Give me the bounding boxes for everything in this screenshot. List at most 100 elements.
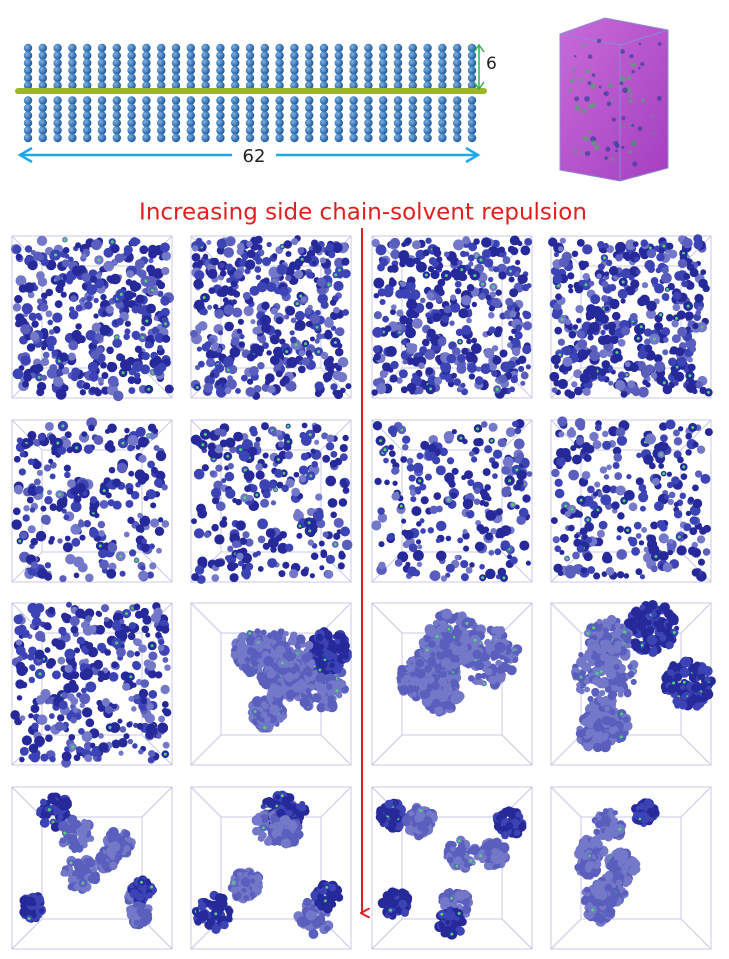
side-chain-bead — [408, 73, 417, 83]
bead — [408, 474, 416, 482]
bead — [495, 508, 504, 516]
bead — [265, 528, 276, 538]
side-chain-bead — [290, 66, 299, 75]
bead — [584, 522, 595, 532]
bead — [223, 356, 234, 368]
side-chain-bead — [23, 58, 33, 68]
cube-speck — [611, 157, 615, 161]
bead — [483, 501, 490, 507]
bead — [643, 454, 654, 465]
bead — [558, 431, 565, 438]
bead — [266, 241, 272, 248]
backbone-bead — [38, 672, 42, 676]
bead — [345, 383, 352, 390]
bead — [526, 283, 532, 289]
bead — [454, 280, 462, 288]
bead — [505, 427, 516, 438]
bead — [30, 537, 39, 546]
bead — [44, 647, 51, 654]
bead — [87, 646, 99, 658]
bead — [236, 328, 243, 334]
bead — [93, 435, 104, 446]
bead — [140, 543, 150, 553]
bead — [270, 546, 277, 553]
bead — [512, 375, 518, 381]
bead — [329, 662, 335, 669]
side-chain-bead — [275, 126, 284, 135]
bead — [445, 535, 452, 542]
bead — [68, 256, 74, 263]
bead — [416, 452, 424, 460]
bead — [597, 491, 603, 498]
backbone-bead — [121, 371, 125, 375]
bead — [275, 349, 283, 358]
bead — [57, 656, 66, 665]
bead — [473, 498, 481, 505]
bead — [432, 246, 439, 253]
bead — [147, 669, 157, 679]
bead — [441, 608, 453, 620]
bead — [671, 476, 680, 485]
bead — [548, 237, 558, 247]
cube-speck — [591, 140, 597, 146]
bead — [103, 616, 110, 622]
bead — [147, 756, 155, 764]
bead — [465, 511, 471, 517]
bead — [318, 540, 325, 547]
bead — [138, 454, 147, 463]
bead — [457, 354, 466, 363]
side-chain-bead — [393, 43, 403, 53]
bead — [461, 347, 469, 355]
bead — [617, 371, 626, 380]
bead — [465, 351, 477, 363]
bead — [680, 473, 688, 480]
side-chain-bead — [408, 103, 417, 113]
bead — [146, 264, 156, 274]
bead — [14, 294, 23, 304]
bead — [100, 361, 107, 369]
bead — [119, 726, 127, 733]
bead — [67, 352, 76, 361]
side-chain-bead — [438, 103, 447, 113]
bead — [596, 529, 605, 538]
side-chain-bead — [23, 103, 33, 113]
bead — [324, 331, 333, 340]
snapshot — [10, 601, 173, 768]
bead — [570, 445, 577, 452]
bead — [568, 524, 575, 532]
backbone-bead — [203, 432, 207, 436]
bead — [320, 351, 329, 360]
bead — [462, 545, 470, 552]
bead — [390, 309, 396, 315]
bead — [213, 304, 219, 310]
side-chain-bead — [171, 96, 181, 105]
bead — [146, 702, 154, 711]
bead — [659, 422, 668, 431]
side-chain-bead — [23, 133, 33, 143]
bead — [13, 245, 22, 254]
bead — [498, 271, 507, 280]
side-chain-bead — [364, 58, 373, 68]
bead — [412, 550, 424, 562]
side-chain-bead — [83, 126, 92, 135]
bead — [12, 507, 21, 516]
bead — [300, 452, 309, 461]
backbone-bead — [18, 539, 22, 543]
bead — [247, 494, 254, 501]
bead — [70, 716, 77, 724]
bead — [36, 381, 47, 392]
bead — [585, 536, 593, 544]
cube-speck — [620, 49, 625, 54]
snapshot — [11, 235, 174, 402]
bead — [207, 442, 216, 451]
side-chain-bead — [53, 81, 62, 90]
snapshot — [550, 416, 713, 583]
side-chain-bead — [186, 58, 195, 68]
bead — [641, 281, 649, 289]
bead — [594, 481, 601, 488]
bead — [26, 343, 36, 352]
bead — [97, 642, 107, 652]
bead — [382, 315, 389, 323]
backbone-bead — [675, 365, 679, 369]
backbone-bead — [652, 337, 656, 341]
